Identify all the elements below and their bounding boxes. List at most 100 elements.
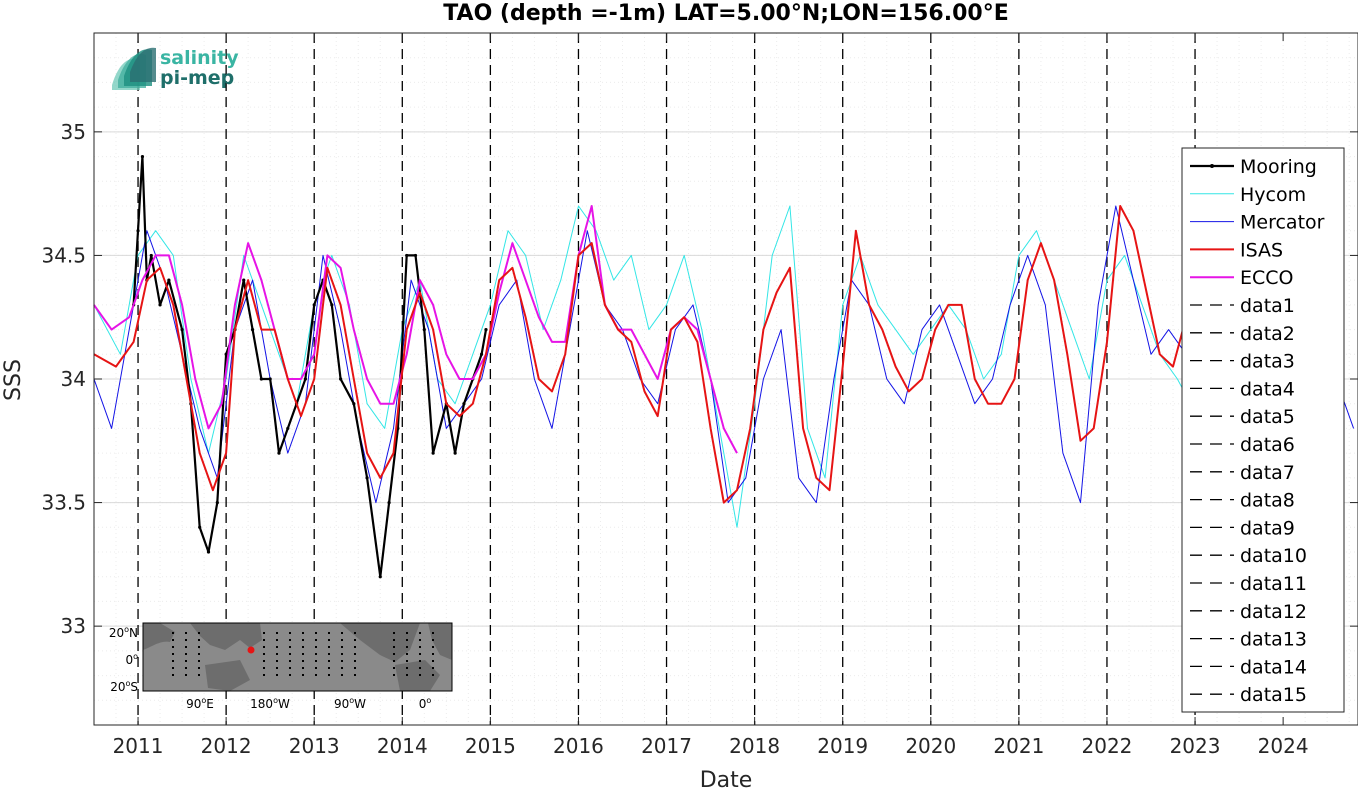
inset-lon-label: 90oE <box>186 696 214 711</box>
inset-mooring-dot <box>393 667 395 669</box>
inset-mooring-dot <box>302 667 304 669</box>
legend-label-data5: data5 <box>1240 406 1295 428</box>
inset-mooring-dot <box>341 667 343 669</box>
legend-label-data6: data6 <box>1240 434 1295 456</box>
series-line-ecco <box>93 205 738 454</box>
legend-label-data13: data13 <box>1240 629 1307 651</box>
inset-mooring-dot <box>354 674 356 676</box>
x-tick-label: 2024 <box>1258 734 1309 758</box>
y-tick-label: 35 <box>61 120 86 144</box>
inset-mooring-dot <box>432 639 434 641</box>
inset-mooring-dot <box>419 674 421 676</box>
inset-map-land-asia <box>190 623 262 650</box>
inset-mooring-dot <box>419 667 421 669</box>
inset-mooring-dot <box>276 646 278 648</box>
y-tick-label: 33.5 <box>41 491 86 515</box>
inset-mooring-dot <box>185 653 187 655</box>
series-line-isas <box>93 205 1188 504</box>
inset-mooring-dot <box>354 639 356 641</box>
mooring-point <box>479 352 484 356</box>
inset-map-land-australia <box>205 660 250 691</box>
inset-mooring-dot <box>302 653 304 655</box>
inset-mooring-dot <box>289 639 291 641</box>
inset-lon-label: 180oW <box>250 696 290 711</box>
mooring-point <box>180 327 184 332</box>
mooring-point <box>224 352 228 356</box>
inset-mooring-dot <box>289 674 291 676</box>
inset-mooring-dot <box>172 653 174 655</box>
inset-mooring-dot <box>263 674 265 676</box>
inset-mooring-dot <box>302 660 304 662</box>
inset-mooring-dot <box>198 639 200 641</box>
logo-text-pimep: pi-mep <box>160 67 234 89</box>
inset-mooring-dot <box>315 660 317 662</box>
inset-mooring-dot <box>263 632 265 634</box>
inset-mooring-dot <box>406 667 408 669</box>
inset-mooring-dot <box>419 653 421 655</box>
inset-mooring-dot <box>393 653 395 655</box>
inset-mooring-dot <box>432 653 434 655</box>
legend-label-data7: data7 <box>1240 462 1295 484</box>
inset-mooring-dot <box>263 639 265 641</box>
inset-mooring-dot <box>172 646 174 648</box>
inset-mooring-dot <box>276 632 278 634</box>
inset-mooring-dot <box>198 674 200 676</box>
legend-label-data10: data10 <box>1240 545 1307 567</box>
inset-mooring-dot <box>198 653 200 655</box>
inset-mooring-dot <box>315 667 317 669</box>
inset-mooring-dot <box>276 667 278 669</box>
mooring-point <box>312 303 316 307</box>
inset-mooring-dot <box>341 674 343 676</box>
chart-title: TAO (depth =-1m) LAT=5.00°N;LON=156.00°E <box>443 1 1008 26</box>
inset-map-labels: 20oN 0o 20oS 90oE 180oW 90oW 0o <box>109 625 432 711</box>
inset-mooring-dot <box>328 639 330 641</box>
x-tick-label: 2015 <box>465 734 516 758</box>
inset-map-land-africa <box>143 623 175 650</box>
inset-mooring-dot <box>419 646 421 648</box>
mooring-point <box>330 303 334 307</box>
inset-mooring-dot <box>302 632 304 634</box>
inset-mooring-dot <box>328 667 330 669</box>
mooring-point <box>365 476 369 480</box>
x-axis-ticks: 2011 2012 2013 2014 2015 2016 2017 2018 2019 2020… <box>113 33 1309 758</box>
inset-mooring-dot <box>289 653 291 655</box>
inset-mooring-dot <box>276 653 278 655</box>
legend-label-data3: data3 <box>1240 351 1295 373</box>
inset-mooring-dot <box>354 653 356 655</box>
inset-mooring-dot <box>198 667 200 669</box>
inset-mooring-dot <box>406 646 408 648</box>
mooring-point <box>140 154 145 159</box>
inset-mooring-dot <box>328 674 330 676</box>
inset-mooring-dot <box>341 632 343 634</box>
mooring-point <box>259 377 263 381</box>
x-tick-label: 2014 <box>377 734 428 758</box>
inset-mooring-dot <box>406 639 408 641</box>
inset-mooring-dot <box>354 660 356 662</box>
inset-mooring-dot <box>289 632 291 634</box>
y-axis-ticks: 33 33.5 34 34.5 35 <box>41 120 1358 638</box>
inset-mooring-dot <box>172 632 174 634</box>
legend-label-data11: data11 <box>1240 573 1307 595</box>
legend-label-data1: data1 <box>1240 295 1295 317</box>
mooring-point <box>303 377 308 381</box>
mooring-point <box>378 575 382 579</box>
legend-box <box>1181 147 1345 713</box>
inset-mooring-dot <box>198 646 200 648</box>
mooring-point <box>453 451 457 455</box>
inset-mooring-dot <box>328 632 330 634</box>
inset-mooring-dot <box>328 660 330 662</box>
salinity-pimep-logo: salinity pi-mep <box>112 47 239 90</box>
inset-mooring-dot <box>185 660 187 662</box>
inset-lon-label: 0o <box>419 696 432 711</box>
legend-label-data14: data14 <box>1240 656 1307 678</box>
x-axis-label: Date <box>700 768 753 790</box>
inset-mooring-dot <box>419 632 421 634</box>
x-tick-label: 2018 <box>729 734 780 758</box>
inset-mooring-dot <box>393 660 395 662</box>
inset-mooring-dot <box>419 660 421 662</box>
inset-mooring-dot <box>432 674 434 676</box>
inset-mooring-dot <box>302 639 304 641</box>
x-tick-label: 2011 <box>113 734 164 758</box>
inset-map-frame <box>142 622 453 692</box>
inset-map-land-namerica <box>340 623 420 662</box>
